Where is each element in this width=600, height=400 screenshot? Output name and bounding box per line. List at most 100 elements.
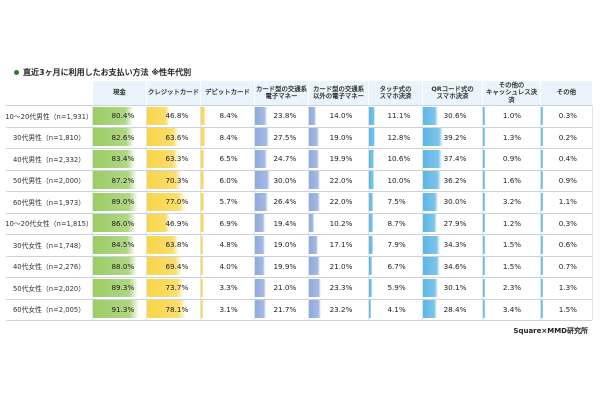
data-value: 88.0% [111, 261, 135, 271]
data-bar [423, 149, 442, 168]
data-bar [309, 300, 321, 318]
data-bar [147, 300, 187, 318]
data-value: 73.7% [165, 283, 189, 292]
data-bar [201, 106, 206, 125]
row-label: 50代男性（n=2,000） [12, 177, 86, 185]
data-value: 0.9% [558, 175, 577, 185]
data-bar [369, 171, 374, 189]
data-bar [309, 128, 319, 146]
data-value: 77.0% [165, 197, 189, 206]
data-value: 30.6% [443, 111, 467, 120]
data-value: 0.7% [558, 261, 577, 271]
data-value: 8.4% [219, 111, 238, 120]
data-bar [147, 278, 184, 297]
data-value: 70.3% [165, 175, 189, 185]
data-bar [255, 149, 268, 168]
row-rule [6, 148, 592, 149]
data-bar [255, 257, 265, 275]
data-value: 0.6% [558, 240, 577, 249]
chart-title: 直近3ヶ月に利用したお支払い方法 ※性年代別 [14, 67, 191, 78]
data-value: 30.0% [273, 175, 297, 185]
data-bar [423, 300, 438, 318]
data-value: 27.9% [443, 218, 467, 228]
data-bar [541, 106, 543, 125]
data-value: 23.8% [273, 111, 297, 120]
data-bar [255, 171, 270, 189]
data-value: 7.9% [387, 240, 406, 249]
data-bar [255, 128, 269, 146]
data-value: 1.5% [558, 304, 577, 314]
data-value: 12.8% [387, 132, 411, 142]
data-bar [93, 171, 137, 189]
data-bar [423, 278, 439, 297]
data-value: 78.1% [165, 304, 189, 314]
row-rule [6, 255, 592, 257]
data-value: 34.3% [443, 240, 467, 249]
data-value: 19.9% [273, 261, 297, 271]
source-credit: Square×MMD研究所 [513, 327, 588, 335]
data-bar [147, 171, 183, 189]
data-value: 1.5% [502, 261, 522, 271]
data-value: 84.5% [111, 240, 135, 249]
column-header-label: QRコード式の スマホ決済 [431, 84, 474, 100]
data-value: 6.9% [219, 218, 238, 228]
data-bar [147, 235, 179, 254]
data-bar [483, 192, 485, 211]
data-bar [93, 149, 135, 168]
data-bar [541, 278, 543, 297]
chart-title-text: 直近3ヶ月に利用したお支払い方法 ※性年代別 [23, 68, 192, 77]
data-bar [147, 106, 171, 125]
data-bar [541, 235, 543, 254]
data-bar [147, 192, 186, 211]
data-value: 46.8% [165, 111, 189, 120]
column-header: カード型の交通系 電子マネー [254, 81, 308, 105]
data-bar [309, 214, 315, 232]
data-value: 27.5% [273, 132, 297, 142]
column-divider [592, 105, 593, 320]
data-bar [369, 235, 373, 254]
data-bar [483, 278, 485, 297]
column-header-label: その他の キャッシュレス決済 [486, 80, 537, 104]
data-bar [369, 257, 373, 275]
data-bar [201, 171, 204, 189]
row-label: 60代女性（n=2,005） [12, 306, 86, 314]
data-value: 63.3% [165, 154, 189, 163]
data-value: 21.7% [273, 304, 297, 314]
data-value: 1.3% [502, 132, 522, 142]
data-bar [255, 235, 265, 254]
data-value: 86.0% [111, 218, 135, 228]
column-header: QRコード式の スマホ決済 [422, 81, 482, 105]
data-value: 34.6% [443, 261, 467, 271]
column-header: デビットカード [200, 81, 254, 105]
column-header: その他の キャッシュレス決済 [482, 81, 540, 105]
data-bar [201, 214, 205, 232]
data-value: 23.2% [329, 304, 353, 314]
row-label: 50代女性（n=2,020） [12, 284, 86, 293]
data-value: 24.7% [273, 154, 297, 163]
data-bar [423, 192, 438, 211]
row-rule [6, 212, 592, 214]
data-bar [93, 278, 138, 297]
data-value: 21.0% [273, 283, 297, 292]
data-value: 30.1% [443, 283, 467, 292]
data-value: 2.3% [502, 283, 522, 292]
data-bar [541, 214, 543, 232]
row-rule [6, 320, 592, 321]
data-bar [309, 235, 318, 254]
data-value: 30.0% [443, 197, 467, 206]
data-value: 28.4% [443, 304, 467, 314]
data-bar [423, 235, 441, 254]
data-bar [369, 149, 375, 168]
data-bar [93, 214, 136, 232]
data-value: 82.6% [111, 132, 135, 142]
data-bar [423, 106, 439, 125]
column-header: その他 [540, 81, 592, 105]
column-header-label: カード型の交通系 以外の電子マネー [312, 84, 365, 100]
data-bar [541, 149, 543, 168]
data-value: 6.7% [387, 261, 406, 271]
data-value: 91.3% [111, 304, 135, 314]
data-value: 10.0% [387, 175, 411, 185]
column-header: カード型の交通系 以外の電子マネー [308, 81, 368, 105]
data-bar [369, 128, 376, 146]
data-value: 89.3% [111, 283, 135, 292]
